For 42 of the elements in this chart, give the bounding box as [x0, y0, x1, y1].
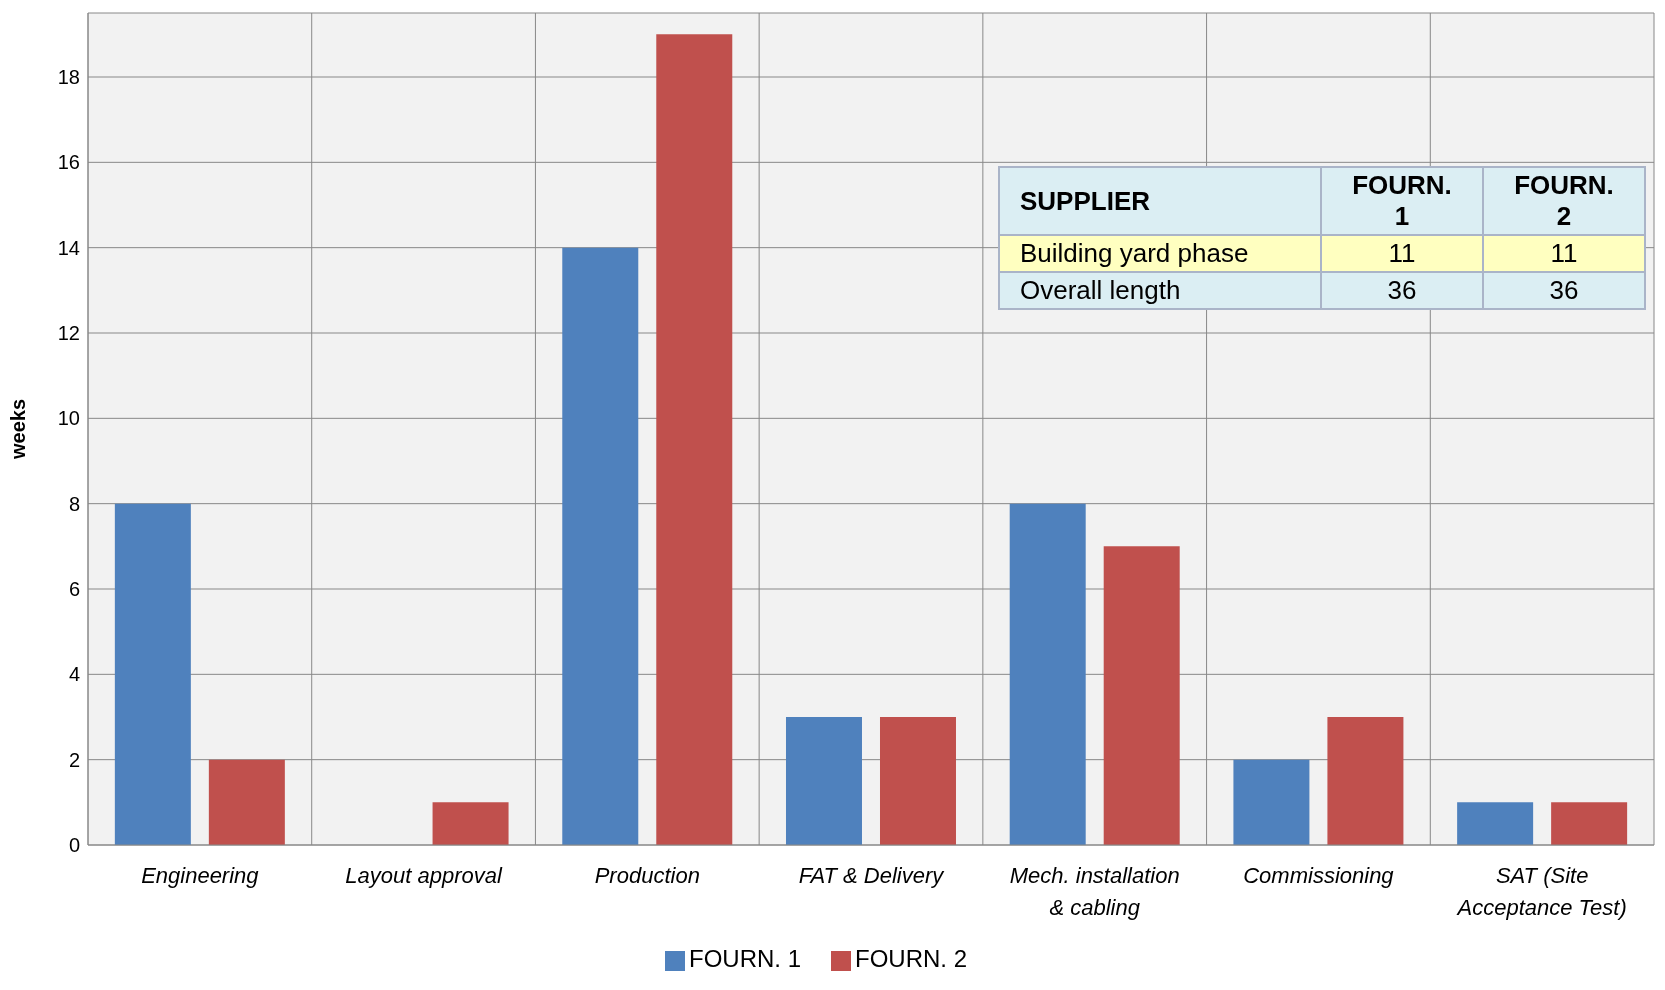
x-tick-label: Mech. installation & cabling	[1009, 863, 1180, 920]
annotation: FOURN. 1	[1321, 167, 1483, 235]
bar	[1327, 717, 1404, 845]
legend-label: FOURN. 2	[855, 945, 968, 972]
annotation: 36	[1321, 272, 1483, 309]
bar	[1233, 759, 1310, 845]
bar	[1457, 802, 1534, 845]
y-tick-label: 10	[57, 407, 80, 430]
y-tick-label: 14	[57, 236, 80, 259]
x-tick-label: FAT & Delivery	[798, 863, 946, 888]
bar	[1009, 503, 1086, 845]
bar	[1551, 802, 1628, 845]
x-tick-label: Commissioning	[1243, 863, 1395, 888]
x-tick-label: Engineering	[141, 863, 260, 888]
y-tick-label: 0	[68, 834, 80, 857]
bar	[432, 802, 509, 845]
annotation: Overall length	[999, 272, 1321, 309]
y-tick-label: 4	[68, 663, 80, 686]
y-tick-label: 8	[68, 492, 80, 515]
annotation: Building yard phase	[999, 235, 1321, 272]
annotation: 11	[1321, 235, 1483, 272]
y-tick-label: 16	[57, 151, 80, 174]
bar	[656, 34, 733, 845]
y-tick-label: 12	[57, 322, 80, 345]
annotation: 11	[1483, 235, 1645, 272]
y-tick-label: 2	[68, 748, 80, 771]
x-tick-label: Production	[594, 863, 700, 888]
y-tick-label: 18	[57, 66, 80, 89]
bar	[785, 717, 862, 845]
annotation: 36	[1483, 272, 1645, 309]
legend-label: FOURN. 1	[688, 945, 801, 972]
y-axis-title: weeks	[7, 398, 30, 461]
x-tick-label: Layout approval	[345, 863, 503, 888]
bar	[208, 759, 285, 845]
annotation: SUPPLIER	[999, 167, 1321, 235]
x-tick-label: SAT (Site Acceptance Test)	[1455, 863, 1627, 920]
bar	[562, 247, 639, 845]
bar	[114, 503, 191, 845]
bar	[879, 717, 956, 845]
bar	[1103, 546, 1180, 845]
annotation: FOURN. 2	[1483, 167, 1645, 235]
y-tick-label: 6	[68, 578, 80, 601]
